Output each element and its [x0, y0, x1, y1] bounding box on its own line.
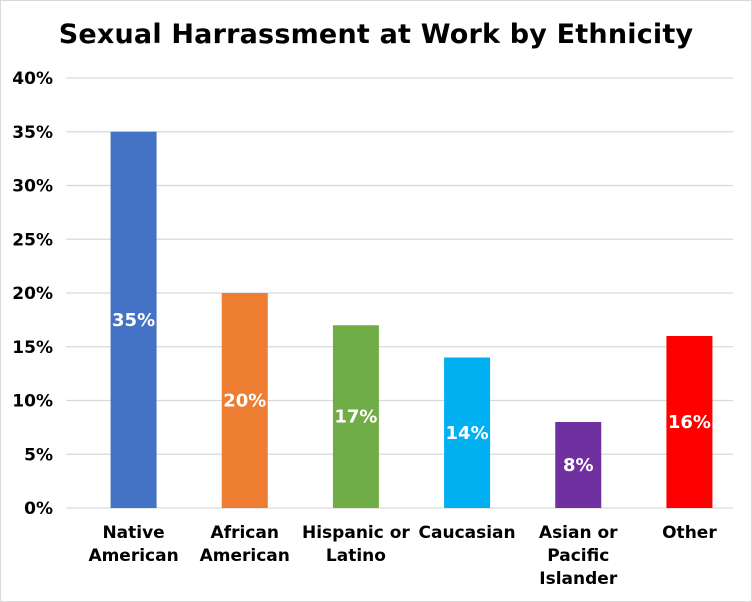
x-tick-label: African American: [200, 523, 290, 566]
y-tick-label: 35%: [12, 123, 53, 143]
y-tick-label: 15%: [12, 338, 53, 358]
data-label: 35%: [112, 310, 155, 331]
data-label: 17%: [334, 407, 377, 428]
y-tick-label: 25%: [12, 230, 53, 250]
x-tick-label: Native American: [88, 523, 178, 566]
bars: [110, 131, 713, 508]
data-label: 16%: [668, 412, 711, 433]
data-label: 8%: [563, 455, 594, 476]
data-label: 14%: [446, 423, 489, 444]
y-tick-label: 20%: [12, 284, 53, 304]
data-label: 20%: [223, 391, 266, 412]
chart-title: Sexual Harrassment at Work by Ethnicity: [58, 19, 694, 50]
y-tick-label: 0%: [24, 499, 53, 519]
bar: [444, 357, 491, 508]
bar: [221, 293, 268, 508]
x-tick-label: Hispanic or Latino: [302, 523, 410, 566]
bar: [555, 422, 602, 508]
y-tick-label: 30%: [12, 177, 53, 197]
y-axis-ticks: 0% 5% 10% 15% 20% 25% 30% 35% 40%: [12, 69, 53, 519]
bar: [110, 131, 157, 508]
x-axis-ticks: Native American African American Hispanic or…: [88, 523, 717, 589]
y-tick-label: 10%: [12, 392, 53, 412]
x-tick-label: Caucasian: [419, 523, 516, 543]
data-labels: 35% 20% 17% 14% 8% 16%: [112, 310, 711, 476]
x-tick-label: Asian or Pacific Islander: [539, 523, 618, 589]
y-tick-label: 40%: [12, 69, 53, 89]
x-tick-label: Other: [662, 523, 717, 543]
bar: [332, 325, 379, 508]
y-tick-label: 5%: [24, 445, 53, 465]
bar: [666, 336, 713, 508]
gridlines: [66, 77, 733, 509]
